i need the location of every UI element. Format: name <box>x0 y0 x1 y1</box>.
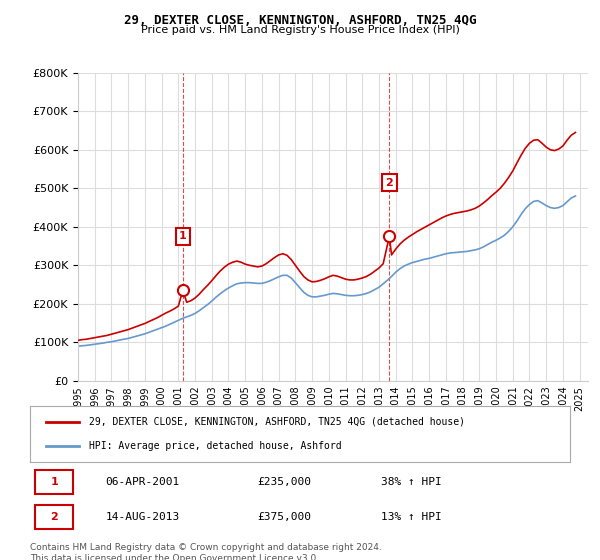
Text: Price paid vs. HM Land Registry's House Price Index (HPI): Price paid vs. HM Land Registry's House … <box>140 25 460 35</box>
Text: 1: 1 <box>179 231 187 241</box>
Text: £375,000: £375,000 <box>257 512 311 522</box>
Text: HPI: Average price, detached house, Ashford: HPI: Average price, detached house, Ashf… <box>89 441 342 451</box>
Text: £235,000: £235,000 <box>257 477 311 487</box>
FancyBboxPatch shape <box>35 505 73 529</box>
Text: 2: 2 <box>50 512 58 522</box>
Text: Contains HM Land Registry data © Crown copyright and database right 2024.
This d: Contains HM Land Registry data © Crown c… <box>30 543 382 560</box>
Text: 06-APR-2001: 06-APR-2001 <box>106 477 180 487</box>
Text: 29, DEXTER CLOSE, KENNINGTON, ASHFORD, TN25 4QG: 29, DEXTER CLOSE, KENNINGTON, ASHFORD, T… <box>124 14 476 27</box>
Text: 2: 2 <box>385 178 393 188</box>
Text: 1: 1 <box>50 477 58 487</box>
Text: 38% ↑ HPI: 38% ↑ HPI <box>381 477 442 487</box>
Text: 14-AUG-2013: 14-AUG-2013 <box>106 512 180 522</box>
FancyBboxPatch shape <box>35 470 73 494</box>
Text: 29, DEXTER CLOSE, KENNINGTON, ASHFORD, TN25 4QG (detached house): 29, DEXTER CLOSE, KENNINGTON, ASHFORD, T… <box>89 417 466 427</box>
Text: 13% ↑ HPI: 13% ↑ HPI <box>381 512 442 522</box>
